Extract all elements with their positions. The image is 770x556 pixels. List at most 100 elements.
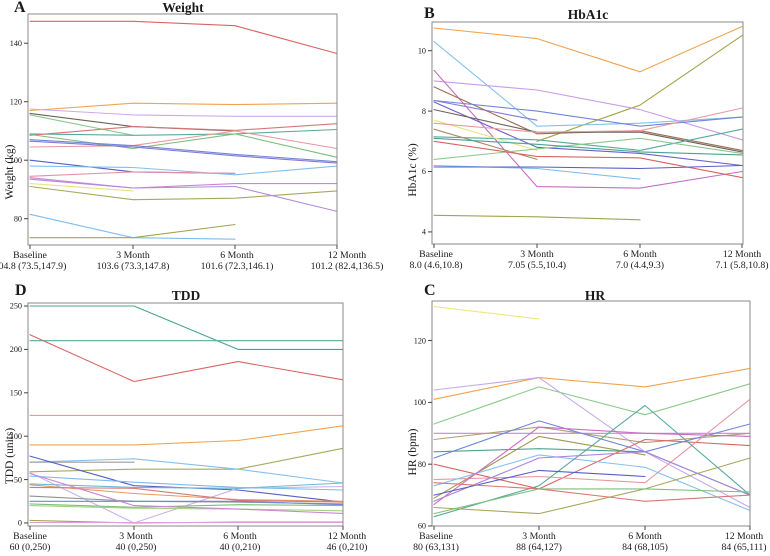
series-line bbox=[29, 334, 344, 383]
series-line bbox=[29, 223, 236, 239]
y-tick-label: 100 bbox=[10, 432, 22, 441]
x-tick-label: 3 Month bbox=[522, 531, 556, 542]
y-tick-label: 100 bbox=[10, 156, 22, 165]
panel-d-ylabel: TDD (units) bbox=[4, 427, 16, 485]
y-tick-label: 150 bbox=[10, 389, 22, 398]
series-line bbox=[433, 469, 646, 496]
series-line bbox=[29, 128, 338, 136]
y-tick-label: 100 bbox=[414, 398, 426, 407]
series-line bbox=[433, 214, 641, 221]
plot-border bbox=[431, 300, 751, 527]
series-line bbox=[29, 486, 344, 503]
series-line bbox=[433, 25, 743, 73]
x-tick-stat-label: 84 (65,111) bbox=[722, 542, 767, 553]
y-tick-label: 6 bbox=[422, 167, 426, 176]
series-line bbox=[433, 137, 743, 156]
series-line bbox=[29, 123, 338, 136]
series-line bbox=[433, 107, 743, 133]
series-line bbox=[433, 420, 751, 459]
series-line bbox=[433, 99, 743, 127]
panel-b-title: HbA1c bbox=[567, 7, 609, 22]
series-line bbox=[29, 482, 344, 489]
x-tick-label: 12 Month bbox=[725, 531, 763, 542]
series-line bbox=[433, 69, 743, 189]
series-line bbox=[433, 454, 751, 512]
series-line bbox=[29, 458, 344, 484]
series-line bbox=[433, 488, 751, 515]
x-tick-stat-label: 46 (0,210) bbox=[327, 542, 368, 553]
panel-a-title: Weight bbox=[162, 0, 204, 15]
x-tick-label: 3 Month bbox=[119, 531, 153, 542]
series-line bbox=[433, 128, 743, 151]
y-tick-label: 50 bbox=[14, 475, 22, 484]
series-line bbox=[433, 80, 743, 141]
panel-b-letter: B bbox=[424, 5, 435, 22]
series-line bbox=[29, 213, 236, 240]
x-tick-stat-label: 101.2 (82.4,136.5) bbox=[311, 261, 384, 272]
series-line bbox=[29, 425, 344, 446]
series-line bbox=[536, 35, 743, 142]
plot-border bbox=[27, 13, 338, 246]
panel-c-title: HR bbox=[584, 288, 606, 303]
series-line bbox=[29, 183, 134, 192]
series-line bbox=[29, 472, 344, 524]
x-tick-label: 12 Month bbox=[328, 531, 366, 542]
series-line bbox=[433, 137, 743, 160]
series-line bbox=[433, 398, 751, 484]
series-line bbox=[29, 130, 338, 150]
panel-d-title: TDD bbox=[171, 288, 201, 303]
x-tick-stat-label: 84 (68,105) bbox=[622, 542, 668, 553]
series-line bbox=[29, 114, 134, 136]
y-tick-label: 10 bbox=[418, 46, 426, 55]
series-line bbox=[433, 451, 751, 502]
x-tick-label: 12 Month bbox=[723, 249, 761, 260]
x-tick-stat-label: 7.1 (5.8,10.8) bbox=[715, 260, 768, 271]
series-line bbox=[29, 20, 338, 55]
y-tick-label: 140 bbox=[10, 39, 22, 48]
x-tick-label: Baseline bbox=[13, 250, 47, 261]
panel-a-letter: A bbox=[14, 0, 26, 16]
panel-a-ylabel: Weight (kg) bbox=[4, 144, 16, 200]
series-line bbox=[29, 102, 338, 112]
series-line bbox=[29, 305, 344, 350]
series-line bbox=[29, 165, 338, 176]
x-tick-stat-label: 40 (0,210) bbox=[220, 542, 261, 553]
panel-c-letter: C bbox=[424, 282, 436, 299]
y-tick-label: 120 bbox=[414, 336, 426, 345]
x-tick-stat-label: 104.8 (73.5,147.9) bbox=[0, 261, 66, 272]
x-tick-stat-label: 7.05 (5.5,10.4) bbox=[508, 260, 566, 271]
series-line bbox=[433, 164, 743, 170]
x-tick-label: Baseline bbox=[419, 531, 453, 542]
plot-border bbox=[431, 21, 744, 245]
x-tick-stat-label: 80 (63,131) bbox=[413, 542, 459, 553]
panel-c-ylabel: HR (bpm) bbox=[407, 428, 419, 476]
series-line bbox=[29, 472, 344, 514]
y-tick-label: 4 bbox=[422, 228, 426, 237]
series-line bbox=[433, 128, 538, 160]
series-line bbox=[433, 482, 751, 502]
series-line bbox=[29, 140, 338, 164]
x-tick-label: 3 Month bbox=[116, 250, 150, 261]
series-line bbox=[433, 101, 743, 167]
x-tick-stat-label: 40 (0,250) bbox=[116, 542, 157, 553]
y-tick-label: 60 bbox=[418, 522, 426, 531]
series-line bbox=[433, 426, 751, 505]
x-tick-stat-label: 88 (64,127) bbox=[516, 542, 562, 553]
x-tick-stat-label: 101.6 (72.3,146.1) bbox=[201, 261, 274, 272]
series-line bbox=[29, 108, 338, 117]
x-tick-label: 3 Month bbox=[520, 249, 554, 260]
panel-d-letter: D bbox=[15, 282, 27, 299]
series-line bbox=[29, 178, 338, 212]
x-tick-stat-label: 60 (0,250) bbox=[10, 542, 51, 553]
y-tick-label: 0 bbox=[18, 519, 22, 528]
series-line bbox=[433, 435, 646, 499]
series-line bbox=[29, 171, 236, 177]
series-line bbox=[433, 306, 540, 320]
y-tick-label: 120 bbox=[10, 97, 22, 106]
y-tick-label: 250 bbox=[10, 302, 22, 311]
